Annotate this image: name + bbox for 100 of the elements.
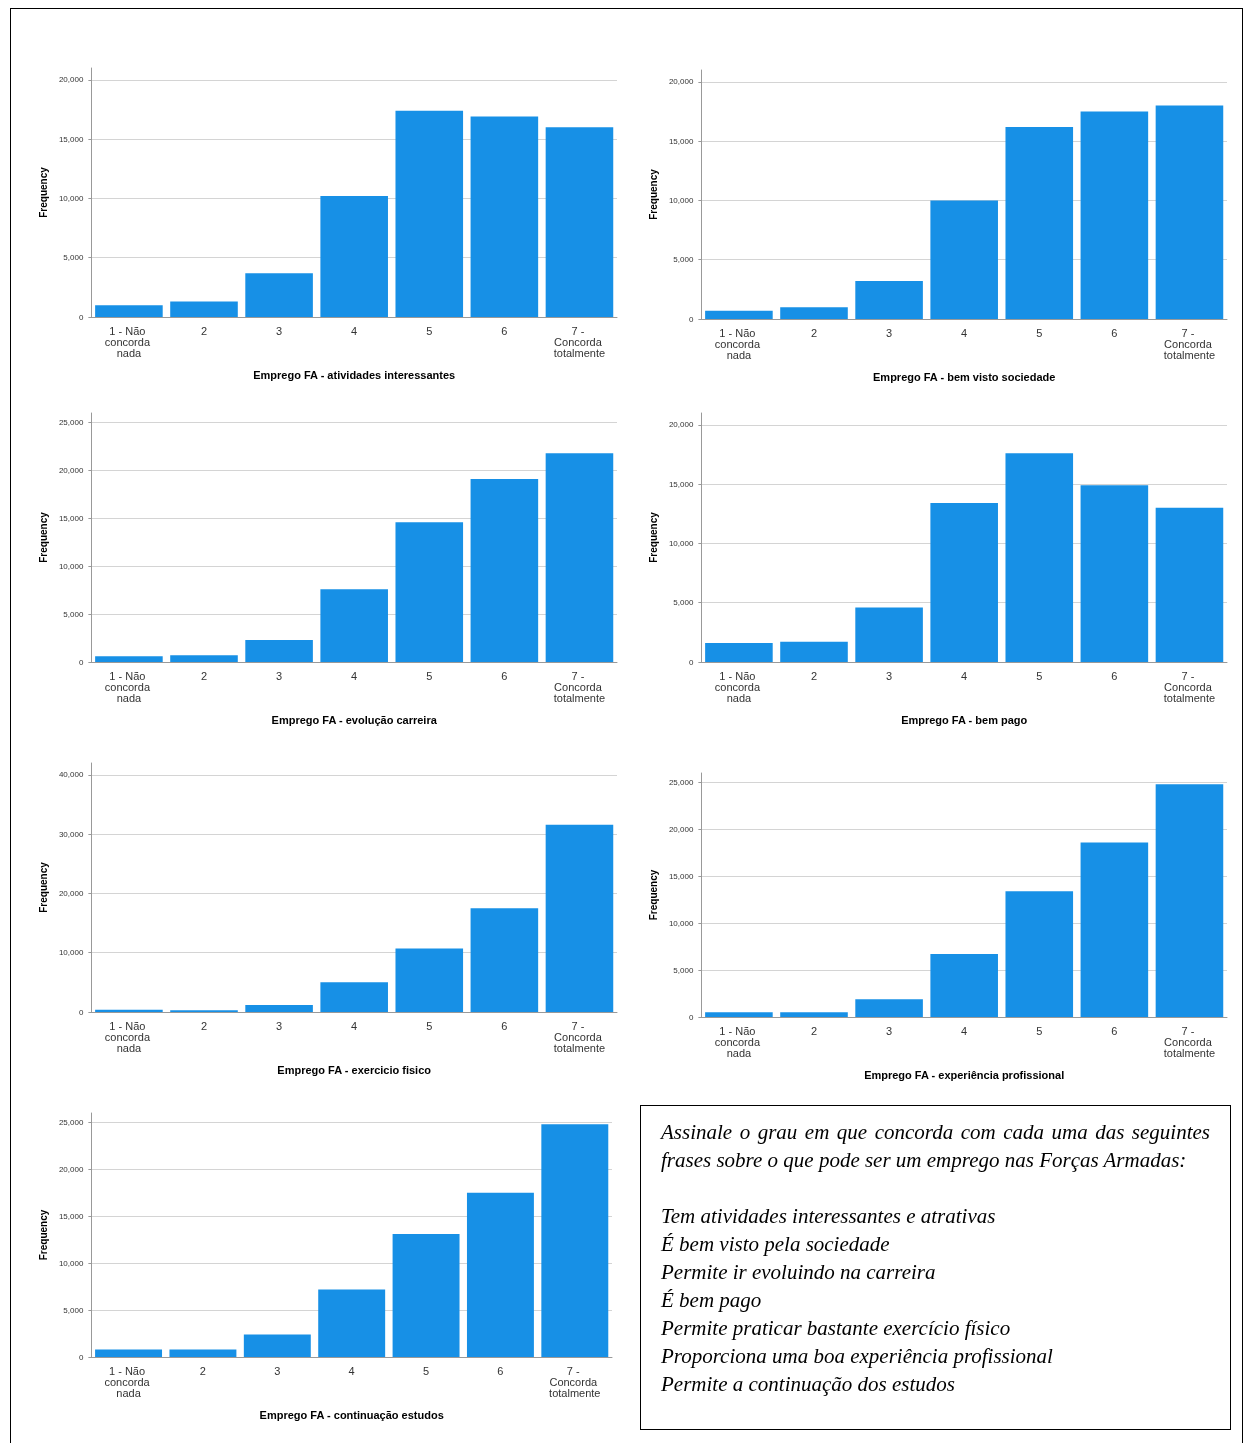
y-tick-label: 20,000 [58,1164,84,1174]
x-tick-label: 2 [199,1364,206,1377]
bar [95,1349,163,1357]
x-axis-title: Emprego FA - exercicio fisico [277,1063,432,1076]
bar [541,1124,609,1357]
y-tick-label: 15,000 [58,134,84,144]
x-tick-label: 6 [501,1019,508,1032]
text: É bem pago [661,1287,763,1314]
bar [930,954,998,1017]
x-tick-label: 5 [1036,326,1043,339]
y-tick-label: 25,000 [58,1117,84,1127]
bar [395,522,464,662]
y-tick-label: 30,000 [58,829,84,839]
bar [705,643,773,662]
x-tick-label: 4 [351,669,358,682]
bar [169,1349,237,1357]
bar [245,273,313,317]
x-tick-label: 4 [351,324,358,337]
bar [95,305,163,317]
x-tick-label: 1 - Não concorda nada [104,669,154,704]
x-tick-label: 2 [200,1019,208,1032]
bar [545,127,614,317]
x-tick-label: 6 [1111,326,1118,339]
y-tick-label: 5,000 [63,1305,84,1315]
y-tick-label: 10,000 [58,561,84,571]
x-tick-label: 1 - Não concorda nada [714,1024,764,1059]
x-tick-label: 7 - Concorda totalmente [549,1364,601,1399]
x-tick-label: 6 [1111,1024,1118,1037]
y-tick-label: 15,000 [58,513,84,523]
bar [470,116,539,317]
bar [470,908,539,1012]
x-tick-label: 7 - Concorda totalmente [553,324,606,359]
x-tick-label: 5 [426,1019,433,1032]
x-axis-title: Emprego FA - atividades interessantes [253,368,456,381]
bar [395,110,464,317]
x-tick-label: 7 - Concorda totalmente [553,1019,606,1054]
x-tick-label: 2 [200,669,208,682]
bar [930,503,998,662]
bar [1155,507,1224,662]
y-tick-label: 10,000 [668,918,694,928]
bar [1155,784,1224,1017]
x-tick-label: 1 - Não concorda nada [104,324,154,359]
x-tick-label: 5 [426,669,433,682]
bar [245,1004,313,1012]
text: É bem visto pela sociedade [661,1231,891,1258]
text: Assinale o grau em que concorda com cada uma das seguintes frases sobre o que pode ser um emprego nas Forças Armadas: [661,1119,1210,1174]
text: Permite ir evoluindo na carreira [661,1259,937,1286]
y-tick-label: 5,000 [673,598,694,608]
y-tick-label: 5,000 [63,253,84,263]
y-axis-title: Frequency [37,861,49,913]
y-tick-label: 20,000 [58,465,84,475]
x-tick-label: 3 [886,1024,893,1037]
y-tick-label: 5,000 [673,255,694,265]
x-tick-label: 7 - Concorda totalmente [1163,326,1216,361]
x-tick-label: 5 [423,1364,430,1377]
x-tick-label: 1 - Não concorda nada [104,1019,154,1054]
y-tick-label: 10,000 [58,193,84,203]
bar [1155,105,1224,319]
bar [470,479,539,662]
y-axis-title: Frequency [37,1209,49,1261]
y-tick-label: 0 [78,1352,84,1362]
bar [1080,485,1149,662]
x-tick-label: 6 [1111,669,1118,682]
bar [1005,891,1074,1017]
y-tick-label: 15,000 [58,1211,84,1221]
bar [705,1012,773,1017]
y-tick-label: 20,000 [668,824,694,834]
y-tick-label: 5,000 [63,609,84,619]
y-tick-label: 15,000 [668,871,694,881]
y-axis-title: Frequency [647,869,659,921]
bar [245,639,313,662]
text: Permite praticar bastante exercício físico [661,1315,1012,1342]
bar [95,656,163,662]
bar [1080,111,1149,319]
x-tick-label: 6 [501,324,508,337]
bar [780,307,848,319]
y-tick-label: 5,000 [673,965,694,975]
y-tick-label: 25,000 [668,777,694,787]
x-tick-label: 1 - Não concorda nada [104,1364,153,1399]
y-tick-label: 0 [688,314,694,324]
x-tick-label: 3 [886,669,893,682]
bar [320,196,388,317]
text: Permite a continuação dos estudos [661,1371,956,1398]
bar [930,200,998,319]
y-tick-label: 0 [78,312,84,322]
x-tick-label: 3 [276,669,283,682]
x-tick-label: 3 [886,326,893,339]
x-tick-label: 4 [348,1364,355,1377]
y-tick-label: 10,000 [668,538,694,548]
bar [855,607,923,662]
x-tick-label: 3 [274,1364,281,1377]
x-axis-title: Emprego FA - bem pago [901,713,1028,726]
x-tick-label: 2 [810,669,818,682]
y-tick-label: 0 [78,1007,84,1017]
x-tick-label: 2 [200,324,208,337]
y-tick-label: 20,000 [58,75,84,85]
y-tick-label: 20,000 [58,888,84,898]
y-tick-label: 10,000 [58,948,84,958]
x-tick-label: 4 [351,1019,358,1032]
x-axis-title: Emprego FA - experiência profissional [864,1068,1065,1081]
